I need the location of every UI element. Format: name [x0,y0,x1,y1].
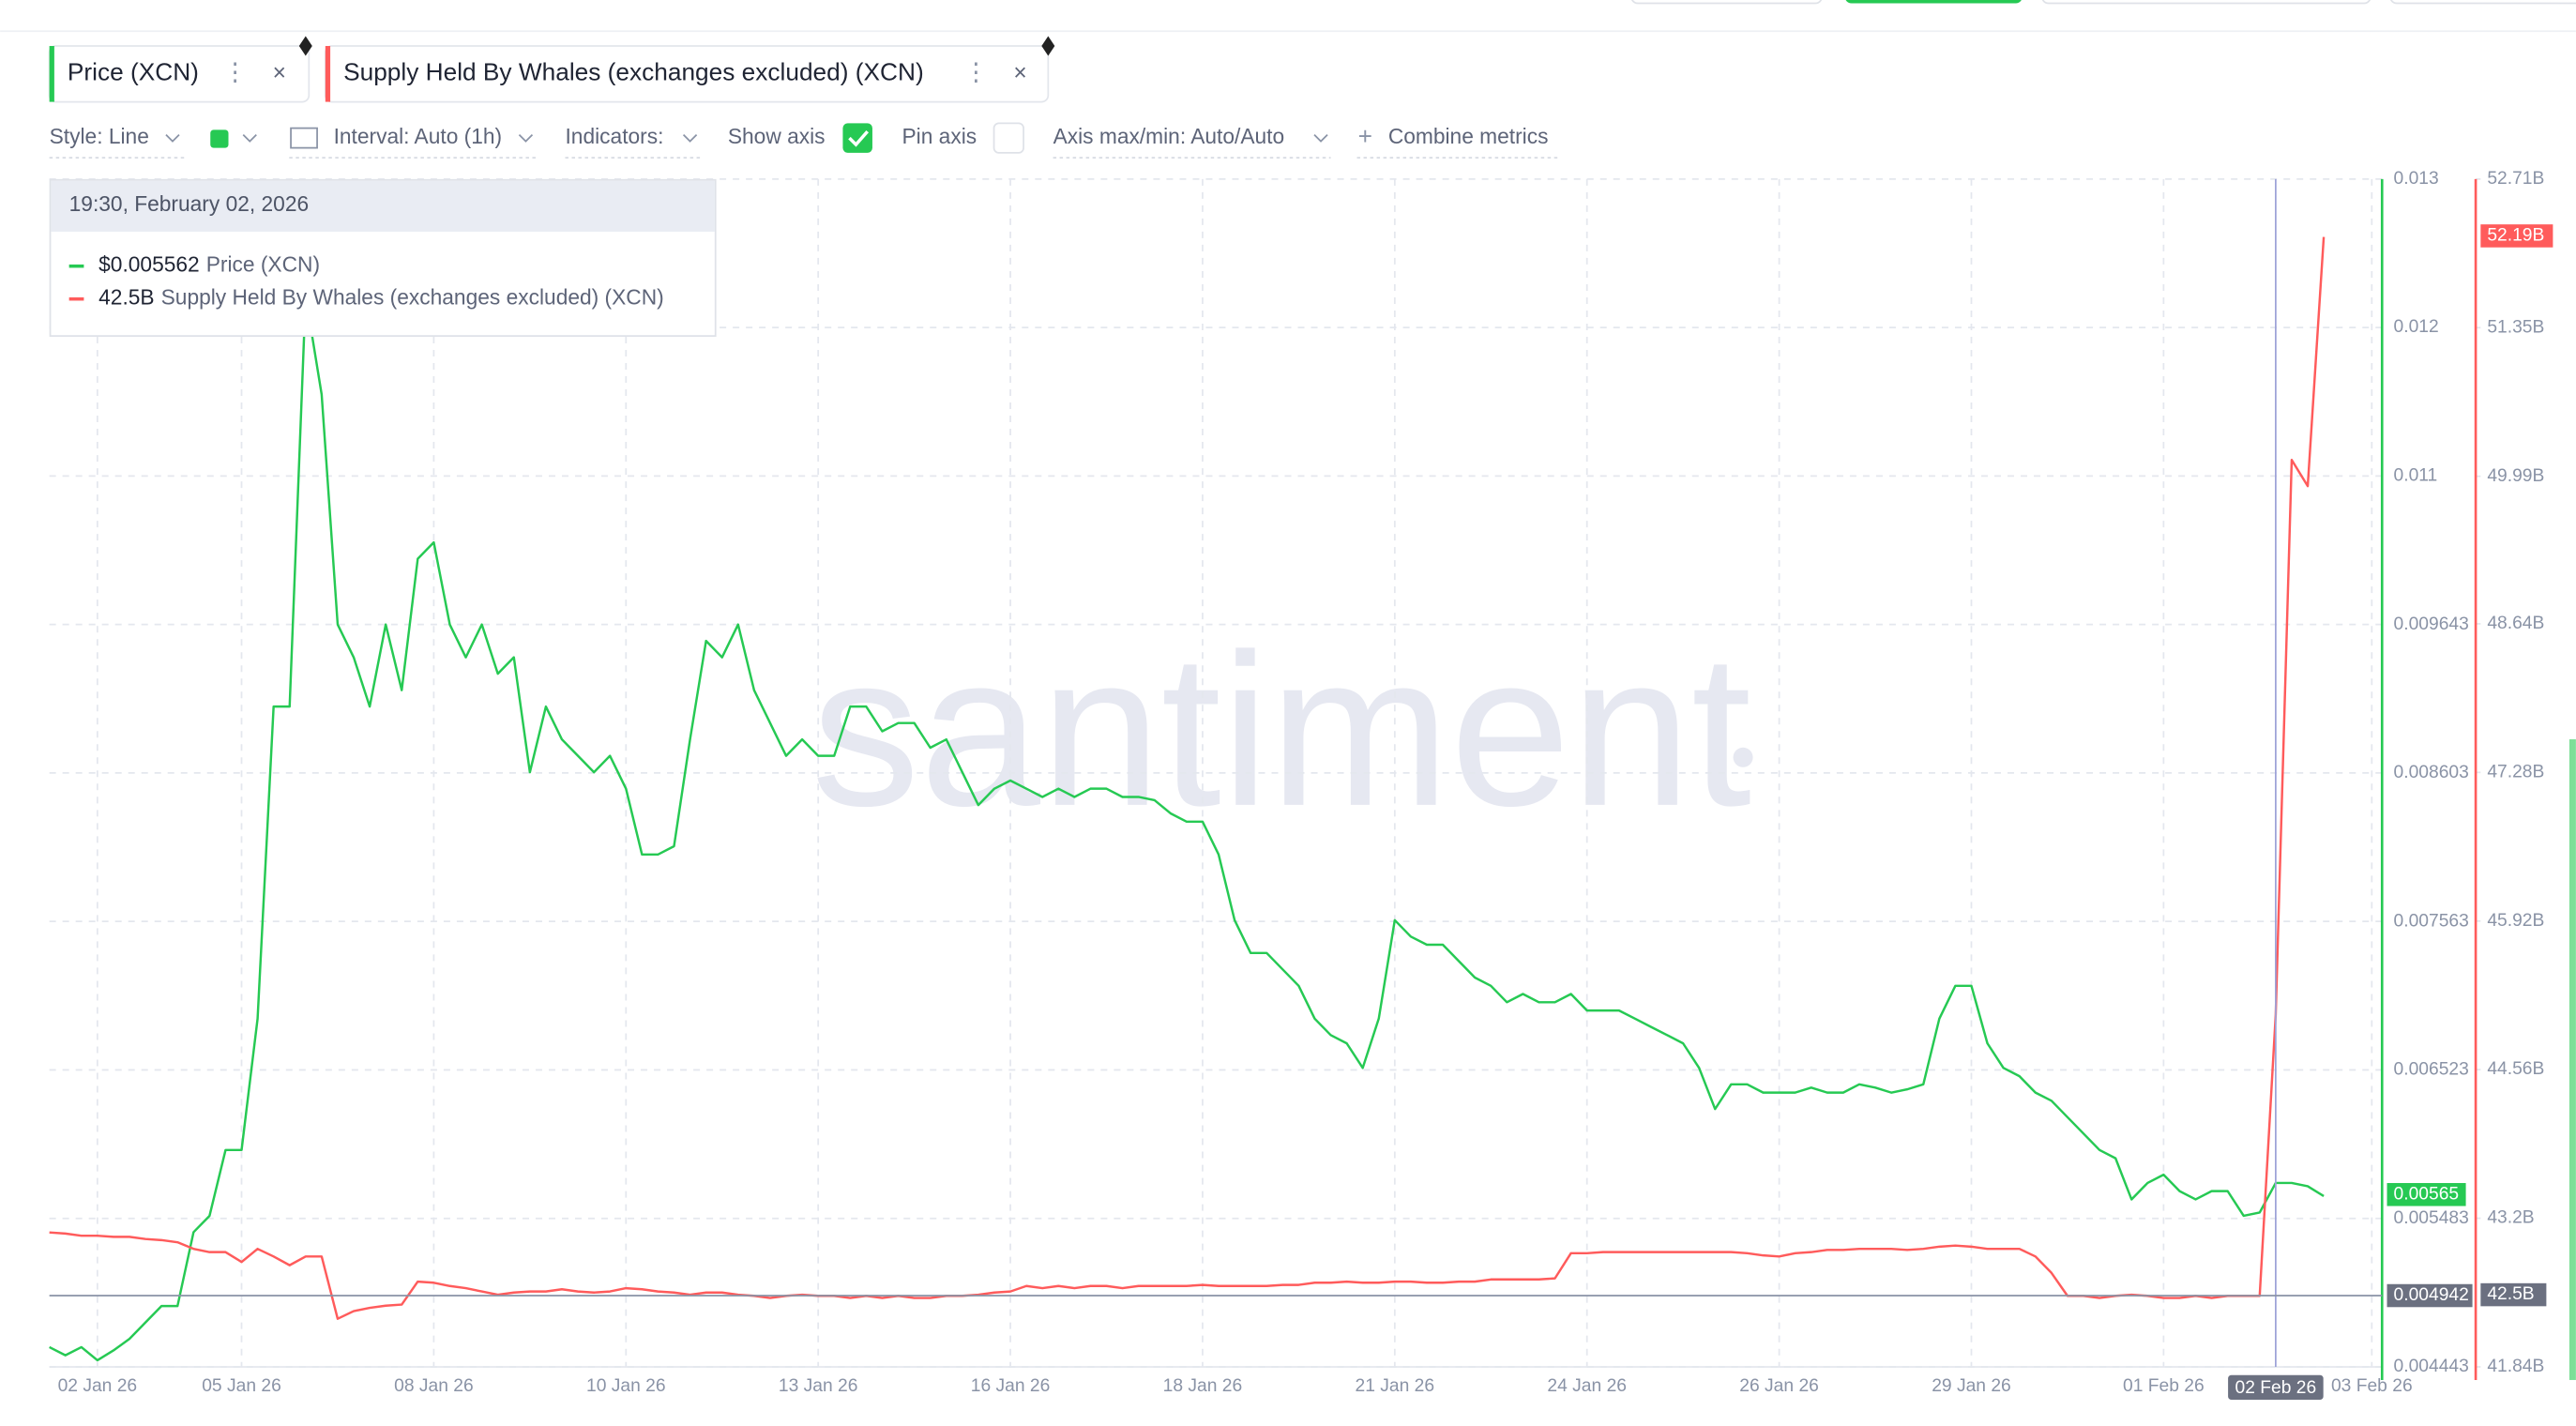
y2-tick-label: 48.64B [2487,614,2544,633]
series-line [49,236,2326,1320]
crosshair-x-label: 02 Feb 26 [2235,1378,2317,1398]
x-tick-label: 02 Jan 26 [58,1376,138,1396]
last-value-badge [2387,1183,2466,1206]
y2-tick-label: 52.71B [2487,169,2544,189]
chip-close[interactable]: × [1013,60,1026,85]
chip-menu[interactable]: ⋮ [963,58,988,86]
color-picker[interactable] [210,129,229,148]
top-button[interactable] [1845,0,2023,4]
toolbar: Style: Line Interval: Auto (1h) Indicato… [49,122,1558,159]
style-select[interactable]: Style: Line [50,124,149,148]
x-tick-label: 13 Jan 26 [779,1376,858,1396]
x-tick-label: 08 Jan 26 [394,1376,474,1396]
y-tick-label: 0.006523 [2394,1060,2469,1080]
crosshair-x-badge [2228,1374,2324,1400]
x-tick-label: 18 Jan 26 [1163,1376,1243,1396]
checkmark [848,129,870,147]
axis-minmax-select[interactable]: Axis max/min: Auto/Auto [1053,124,1285,148]
top-button[interactable] [2389,0,2576,5]
y2-tick-label: 47.28B [2487,762,2544,781]
chevron [242,133,257,143]
x-tick-label: 05 Jan 26 [202,1376,281,1396]
metric-chip[interactable]: Price (XCN) ⋮ × [48,36,312,103]
y-tick-label: 0.007563 [2394,911,2469,931]
y-tick-label: 0.011 [2394,465,2438,485]
y-tick-label: 0.013 [2394,169,2439,189]
eth-icon [1041,36,1055,56]
x-tick-label: 10 Jan 26 [586,1376,666,1396]
chip-menu[interactable]: ⋮ [222,58,247,86]
y-tick-label: 0.005483 [2394,1208,2469,1228]
tooltip-value: 42.5B [98,285,154,310]
show-axis-label[interactable]: Show axis [728,124,826,148]
watermark-dot [1733,747,1753,767]
tooltip-title: 19:30, February 02, 2026 [69,191,309,216]
y-tick-label: 0.008603 [2394,763,2469,782]
watermark: santiment [811,609,1751,851]
side-bar [2568,739,2576,1380]
y-tick-label: 0.009643 [2394,614,2469,634]
pin-axis-label[interactable]: Pin axis [902,124,977,148]
x-tick-label: 16 Jan 26 [971,1376,1051,1396]
x-tick-label: 03 Feb 26 [2331,1376,2413,1396]
tooltip-value: $0.005562 [98,252,200,277]
y2-tick-label: 44.56B [2487,1059,2544,1079]
crosshair-y-label: 0.004942 [2394,1285,2469,1305]
tooltip: 19:30, February 02, 2026 $0.005562 Price … [49,178,717,337]
y-tick-label: 0.012 [2394,317,2439,337]
show-axis-checkbox[interactable] [842,123,872,153]
eth-icon [298,36,312,56]
chip-color [325,46,331,102]
y2-tick-label: 49.99B [2487,466,2544,486]
tooltip-row: $0.005562 Price (XCN) [98,252,320,277]
plus-icon: + [1358,122,1372,150]
chip-label: Supply Held By Whales (exchanges exclude… [343,58,924,86]
combine-metrics[interactable]: Combine metrics [1388,124,1549,148]
y2-tick-label: 51.35B [2487,317,2544,337]
metric-chip[interactable]: Supply Held By Whales (exchanges exclude… [324,36,1055,103]
plot-area: 0.004443 0.005483 0.006523 0.007563 0.008603… [49,169,2553,1400]
chevron [518,133,534,143]
chevron [165,133,180,143]
y2-tick-label: 41.84B [2487,1357,2544,1376]
tooltip-header [51,180,715,232]
crosshair-y2-label: 42.5B [2487,1284,2534,1304]
top-button[interactable] [1630,0,1823,5]
chevron [682,133,698,143]
chevron [1313,133,1328,143]
y-tick-label: 0.004443 [2394,1357,2469,1376]
ruler-icon [290,127,318,149]
last-value-badge [2480,224,2553,248]
tooltip-row: 42.5B Supply Held By Whales (exchanges ex… [98,285,664,310]
crosshair-y-badge [2387,1283,2473,1308]
x-tick-label: 29 Jan 26 [1932,1376,2011,1396]
chip-color [49,46,54,102]
y2-tick-label: 45.92B [2487,911,2544,931]
series-line [49,295,2325,1362]
x-tick-label: 21 Jan 26 [1356,1376,1435,1396]
x-tick-label: 01 Feb 26 [2123,1376,2205,1396]
y2-tick-label: 43.2B [2487,1208,2534,1228]
x-tick-label: 24 Jan 26 [1547,1376,1627,1396]
chip-label: Price (XCN) [68,58,199,86]
tooltip-metric: Price (XCN) [206,252,320,277]
top-button[interactable] [2041,0,2371,5]
last-value-label: 0.00565 [2394,1184,2460,1204]
x-tick-label: 26 Jan 26 [1739,1376,1819,1396]
crosshair-y2-badge [2480,1282,2547,1307]
pin-axis-checkbox[interactable] [993,122,1024,154]
tooltip-metric: Supply Held By Whales (exchanges exclude… [161,285,664,310]
indicators-select[interactable]: Indicators: [565,124,663,148]
last-value-label: 52.19B [2487,226,2544,246]
chip-close[interactable]: × [273,60,286,85]
interval-select[interactable]: Interval: Auto (1h) [334,124,503,148]
